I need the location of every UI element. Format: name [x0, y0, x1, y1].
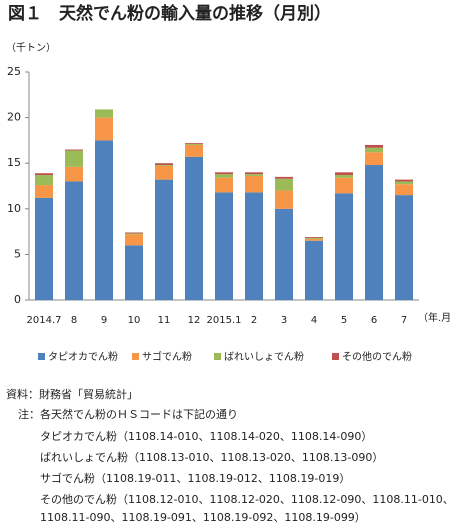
note-line: タピオカでん粉（1108.14-010、1108.14-020、1108.14-…: [40, 430, 372, 443]
bar-segment: [215, 172, 233, 175]
bar-segment: [305, 240, 323, 300]
bar-segment: [95, 117, 113, 141]
x-tick-label: 10: [128, 315, 141, 326]
note-line: 1108.11-090、1108.19-091、1108.19-092、1108…: [40, 511, 366, 524]
note-line: 注：各天然でん粉のＨＳコードは下記の通り: [18, 407, 238, 421]
legend-swatch: [214, 353, 221, 360]
bar-segment: [275, 176, 293, 179]
bar-segment: [245, 172, 263, 175]
y-tick-label: 25: [7, 65, 21, 78]
y-axis-label: （千トン）: [6, 42, 56, 54]
bar-segment: [65, 166, 83, 182]
bar-segment: [125, 245, 143, 300]
bar-segment: [365, 147, 383, 153]
bar-segment: [185, 144, 203, 157]
x-tick-label: 4: [311, 315, 317, 326]
source-note: 資料：財務省「貿易統計」: [6, 387, 138, 401]
bar-segment: [35, 197, 53, 300]
legend-swatch: [38, 353, 45, 360]
x-tick-label: 3: [281, 315, 287, 326]
bar-segment: [35, 173, 53, 176]
bar-segment: [215, 192, 233, 300]
bar-segment: [155, 179, 173, 300]
bar-segment: [275, 178, 293, 191]
bar-segment: [365, 165, 383, 300]
x-tick-label: 2014.7: [27, 315, 62, 326]
bar-segment: [335, 172, 353, 176]
x-tick-label: 2015.1: [207, 315, 242, 326]
bar-segment: [305, 237, 323, 238]
bar-segment: [245, 174, 263, 176]
bar-segment: [365, 152, 383, 166]
bar-segment: [95, 140, 113, 300]
bar-segment: [305, 238, 323, 241]
note-line: サゴでん粉（1108.19-011、1108.19-012、1108.19-01…: [40, 471, 350, 485]
bar-segment: [395, 179, 413, 182]
bar-segment: [185, 156, 203, 300]
bar-segment: [215, 174, 233, 178]
legend-label: ばれいしょでん粉: [224, 350, 304, 363]
x-tick-label: 2: [251, 315, 257, 326]
legend-label: その他のでん粉: [342, 350, 412, 363]
bar-segment: [395, 181, 413, 185]
legend-label: サゴでん粉: [142, 350, 192, 363]
chart-title: 図１ 天然でん粉の輸入量の推移（月別）: [8, 3, 331, 24]
bar-segment: [155, 165, 173, 166]
x-tick-label: 7: [401, 315, 407, 326]
bar-segment: [395, 184, 413, 196]
bar-segment: [35, 185, 53, 198]
x-tick-label: 5: [341, 315, 347, 326]
bar-segment: [245, 192, 263, 300]
note-line: ばれいしょでん粉（1108.13-010、1108.13-020、1108.13…: [40, 451, 383, 464]
x-tick-label: 12: [188, 315, 201, 326]
y-tick-label: 10: [7, 202, 21, 215]
bar-segment: [155, 165, 173, 180]
bar-segment: [65, 149, 83, 151]
x-axis-label: （年.月）: [418, 311, 450, 324]
bar-segment: [65, 181, 83, 300]
bar-segment: [125, 234, 143, 246]
bar-segment: [185, 143, 203, 145]
bar-segment: [155, 163, 173, 166]
legend-swatch: [132, 353, 139, 360]
bar-segment: [125, 232, 143, 234]
y-tick-label: 0: [14, 293, 21, 306]
bar-segment: [275, 190, 293, 209]
x-tick-label: 9: [101, 315, 107, 326]
bar-segment: [365, 144, 383, 148]
bar-segment: [395, 195, 413, 300]
y-tick-label: 15: [7, 156, 21, 169]
bar-segment: [65, 150, 83, 167]
bar-segment: [275, 208, 293, 300]
bar-segment: [335, 175, 353, 178]
bar-segment: [245, 175, 263, 193]
bar-segment: [215, 177, 233, 193]
bar-segment: [95, 109, 113, 118]
bar-segment: [185, 144, 203, 145]
y-tick-label: 20: [7, 111, 21, 124]
y-tick-label: 5: [14, 247, 21, 260]
legend-label: タピオカでん粉: [48, 350, 118, 363]
note-line: その他のでん粉（1108.12-010、1108.12-020、1108.12-…: [40, 493, 450, 506]
x-tick-label: 8: [71, 315, 77, 326]
bar-segment: [125, 233, 143, 235]
bar-segment: [335, 193, 353, 300]
x-tick-label: 11: [158, 315, 171, 326]
x-tick-label: 6: [371, 315, 377, 326]
legend-swatch: [332, 353, 339, 360]
bar-segment: [35, 175, 53, 186]
bar-segment: [305, 237, 323, 239]
bar-segment: [335, 177, 353, 194]
